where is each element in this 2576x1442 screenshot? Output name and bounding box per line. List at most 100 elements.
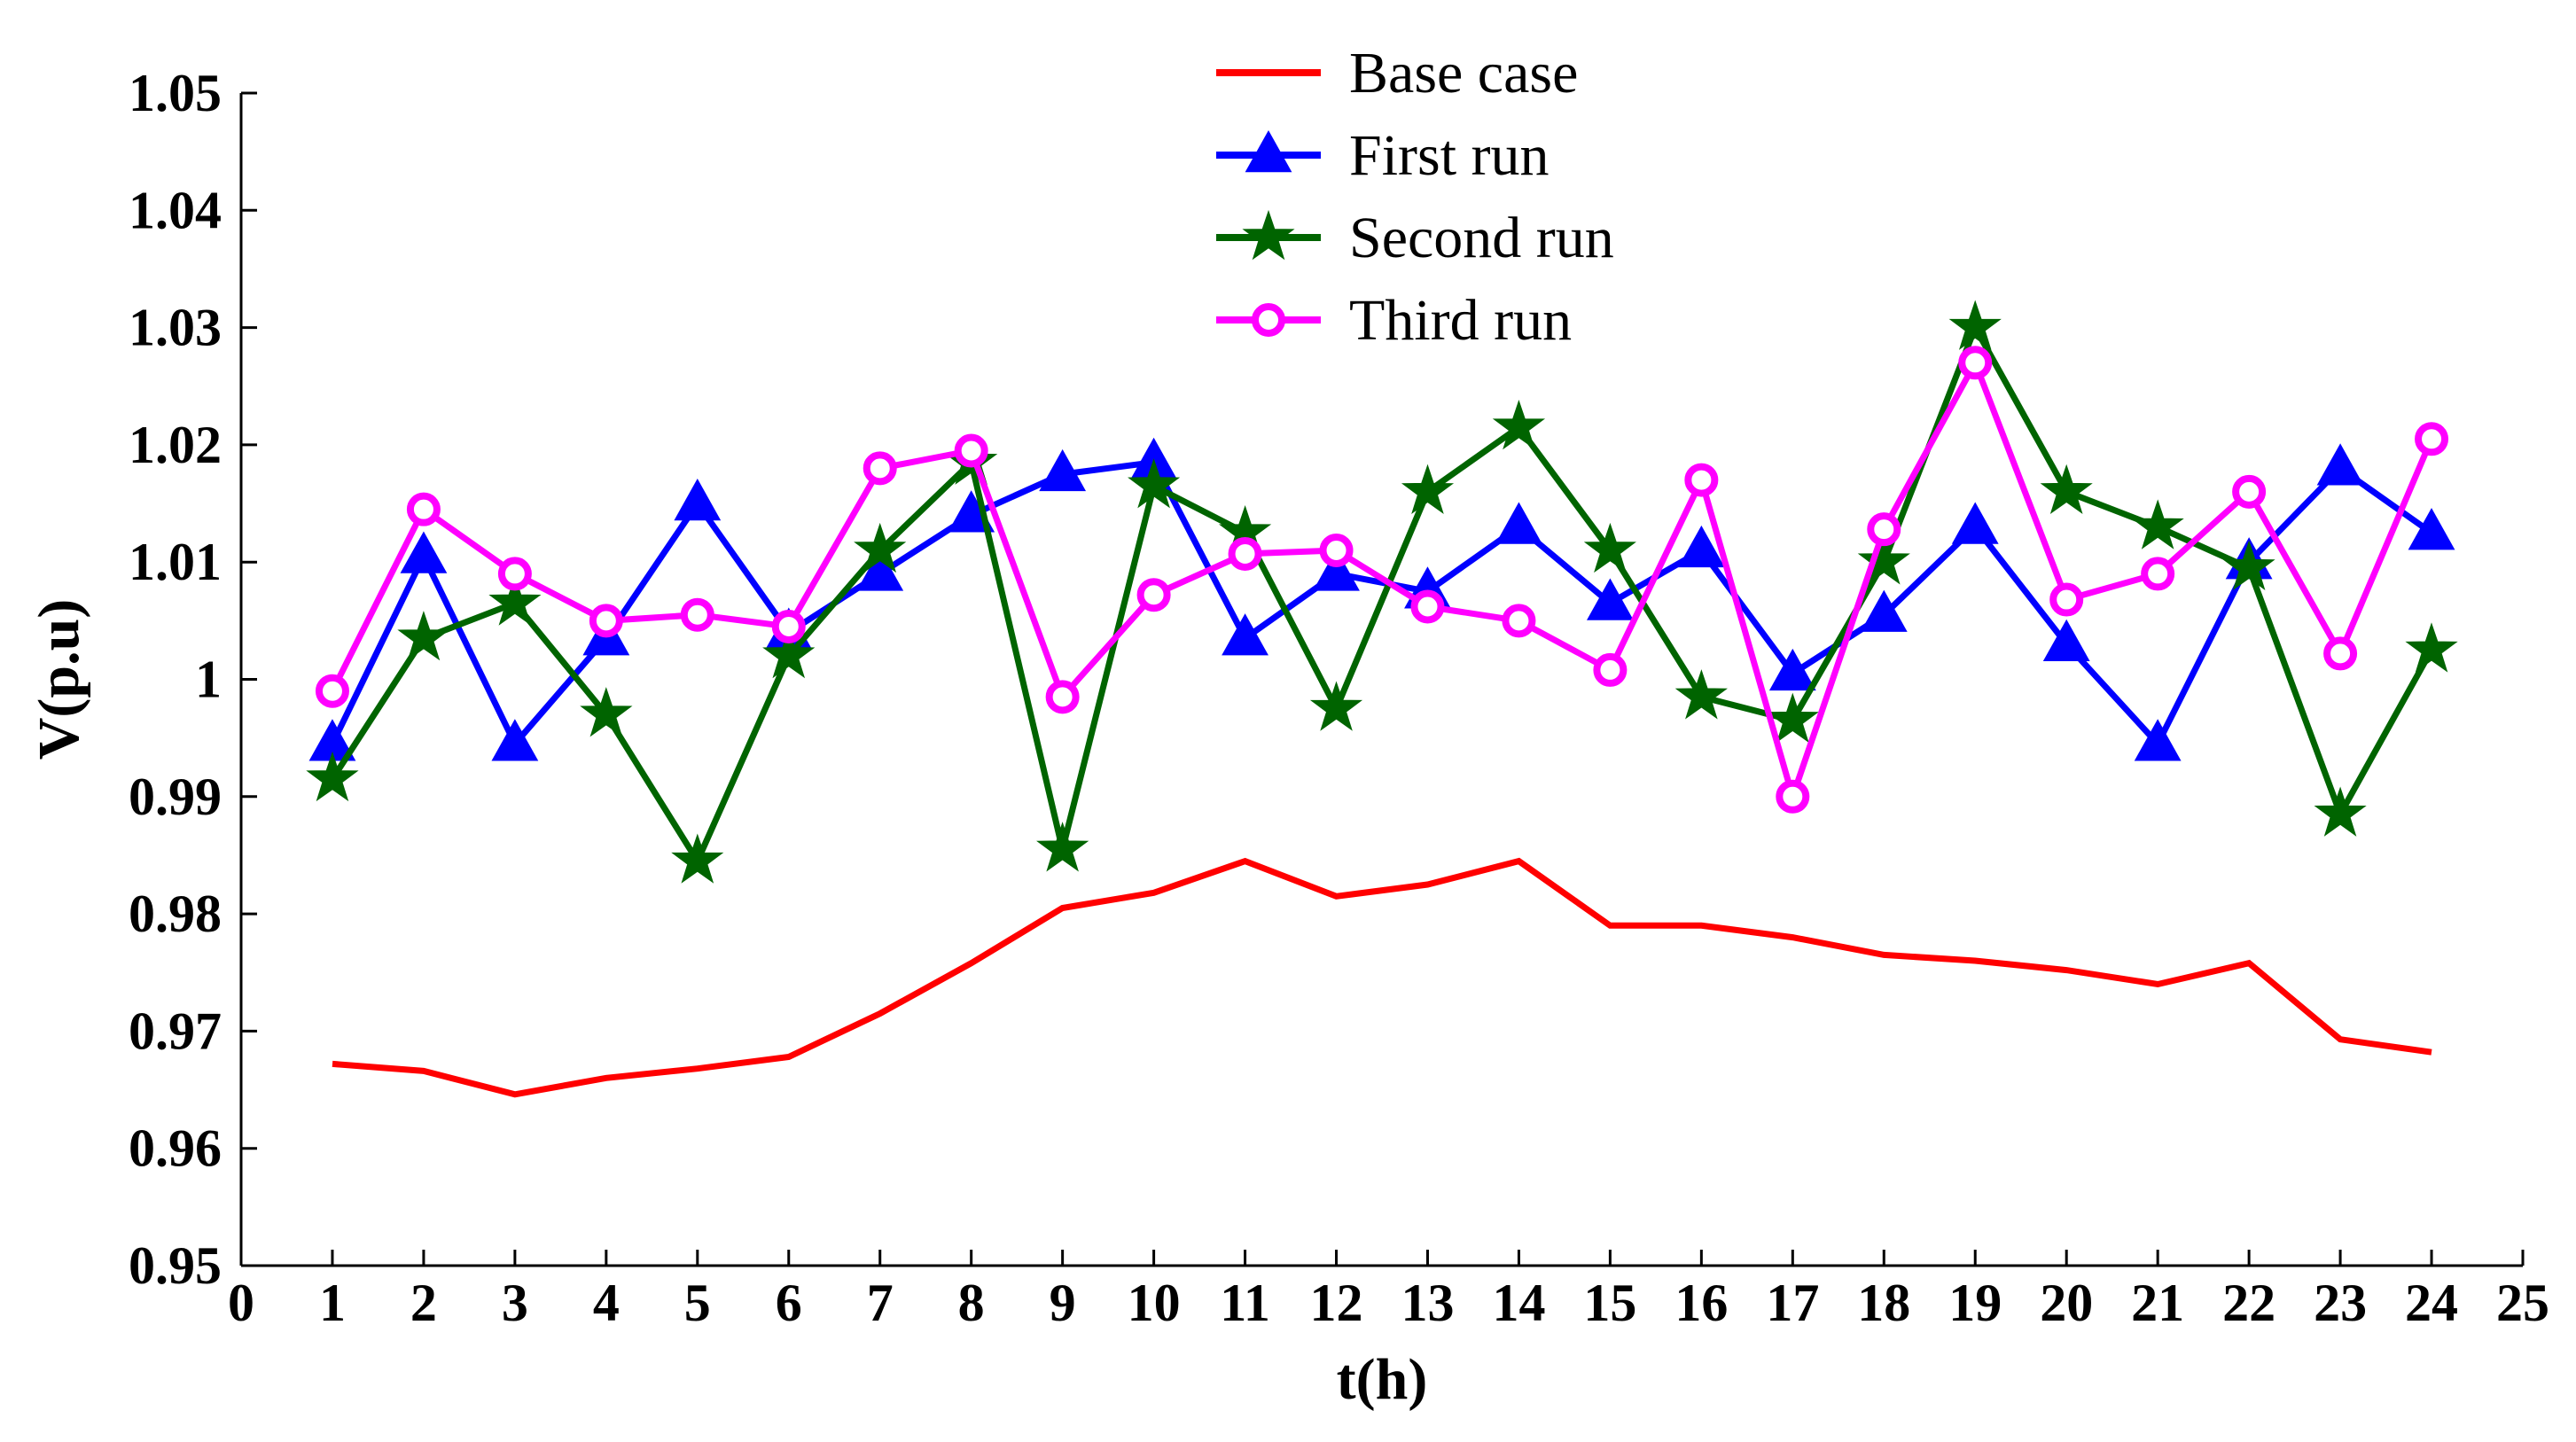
series-layer [306,300,2458,1098]
data-point [406,492,441,526]
x-tick-label: 7 [867,1274,894,1332]
data-point [680,597,714,632]
data-point [1684,463,1719,497]
y-tick-label: 1.04 [129,181,222,239]
x-tick-label: 11 [1220,1274,1270,1332]
data-point [762,627,816,679]
x-tick-label: 19 [1948,1274,2002,1332]
legend-item: Third run [1216,288,1572,353]
data-point [2405,622,2458,673]
x-tick-label: 14 [1492,1274,1545,1332]
y-tick-label: 1.02 [129,416,222,474]
data-point [1495,502,1542,544]
data-point [1776,779,1810,814]
x-tick-label: 25 [2496,1274,2549,1332]
data-point [1313,549,1360,591]
data-point [1948,300,2002,350]
data-point [2131,499,2184,550]
y-tick-label: 1.03 [129,299,222,357]
x-tick-label: 2 [410,1274,437,1332]
data-point [1951,502,1999,544]
y-tick-label: 0.96 [129,1119,222,1178]
x-tick-label: 22 [2222,1274,2275,1332]
axes: 0.95 0.96 0.97 0.98 0.99 1 1.01 1.02 1.03 1.04 1.0… [129,64,2549,1332]
legend-label: Second run [1349,206,1614,270]
data-point [397,611,450,661]
data-point [2141,557,2175,591]
data-point [315,674,349,708]
data-point [1677,525,1725,568]
data-point [1036,822,1089,872]
data-point [954,433,988,468]
data-point [1222,613,1268,656]
y-tick-label: 1 [195,651,222,709]
data-point [580,687,633,737]
data-point [2049,582,2084,617]
y-tick-label: 1.01 [129,533,222,591]
data-point [1319,533,1354,567]
x-tick-label: 0 [228,1274,254,1332]
data-point [2408,508,2455,550]
y-tick-label: 0.99 [129,768,222,826]
data-point [854,522,907,573]
data-point [306,751,359,802]
series-third-run [315,346,2449,814]
data-point [1502,604,1536,638]
data-point [2314,786,2367,837]
data-point [863,451,897,486]
x-tick-label: 23 [2314,1274,2367,1332]
data-point [1867,512,1901,547]
data-point [491,719,539,761]
data-point [400,531,448,573]
legend-label: Third run [1349,288,1572,353]
x-tick-label: 5 [684,1274,711,1332]
data-point [1136,578,1171,612]
data-point [1857,534,1910,585]
y-tick-label: 1.05 [129,64,222,122]
legend-label: First run [1349,123,1550,188]
series-line [332,857,2432,1098]
data-point [1039,448,1087,492]
data-point [2232,474,2267,509]
data-point [1860,589,1908,632]
data-point [1410,589,1445,624]
legend-label: Base case [1349,41,1578,105]
y-tick-label: 0.95 [129,1236,222,1295]
data-point [856,549,904,591]
legend-item: First run [1216,123,1550,188]
x-tick-label: 1 [319,1274,346,1332]
legend-item: Second run [1216,206,1614,270]
x-tick-label: 12 [1310,1274,1363,1332]
data-point [1242,209,1295,261]
data-point [1309,681,1363,731]
data-point [2134,719,2182,761]
x-tick-label: 15 [1583,1274,1636,1332]
data-point [1766,692,1819,744]
data-point [2415,422,2449,456]
data-point [497,557,532,591]
data-point [2040,464,2093,515]
data-point [488,575,542,626]
data-point [2042,619,2090,662]
data-point [1228,536,1262,571]
data-point [1245,129,1292,173]
y-tick-label: 0.98 [129,885,222,943]
legend: Base case First run Second run Third run [1216,41,1614,353]
x-tick-label: 10 [1128,1274,1181,1332]
x-tick-label: 16 [1674,1274,1728,1332]
x-tick-label: 6 [776,1274,802,1332]
x-tick-label: 18 [1857,1274,1910,1332]
data-point [2323,636,2358,671]
data-point [1958,346,1993,380]
data-point [674,479,722,521]
x-tick-label: 21 [2131,1274,2184,1332]
x-tick-label: 20 [2040,1274,2093,1332]
data-point [1252,303,1285,337]
series-line [330,320,2435,869]
x-axis-label: t(h) [1337,1347,1428,1412]
x-tick-label: 17 [1766,1274,1819,1332]
data-point [1586,578,1634,620]
data-point [1583,522,1636,573]
